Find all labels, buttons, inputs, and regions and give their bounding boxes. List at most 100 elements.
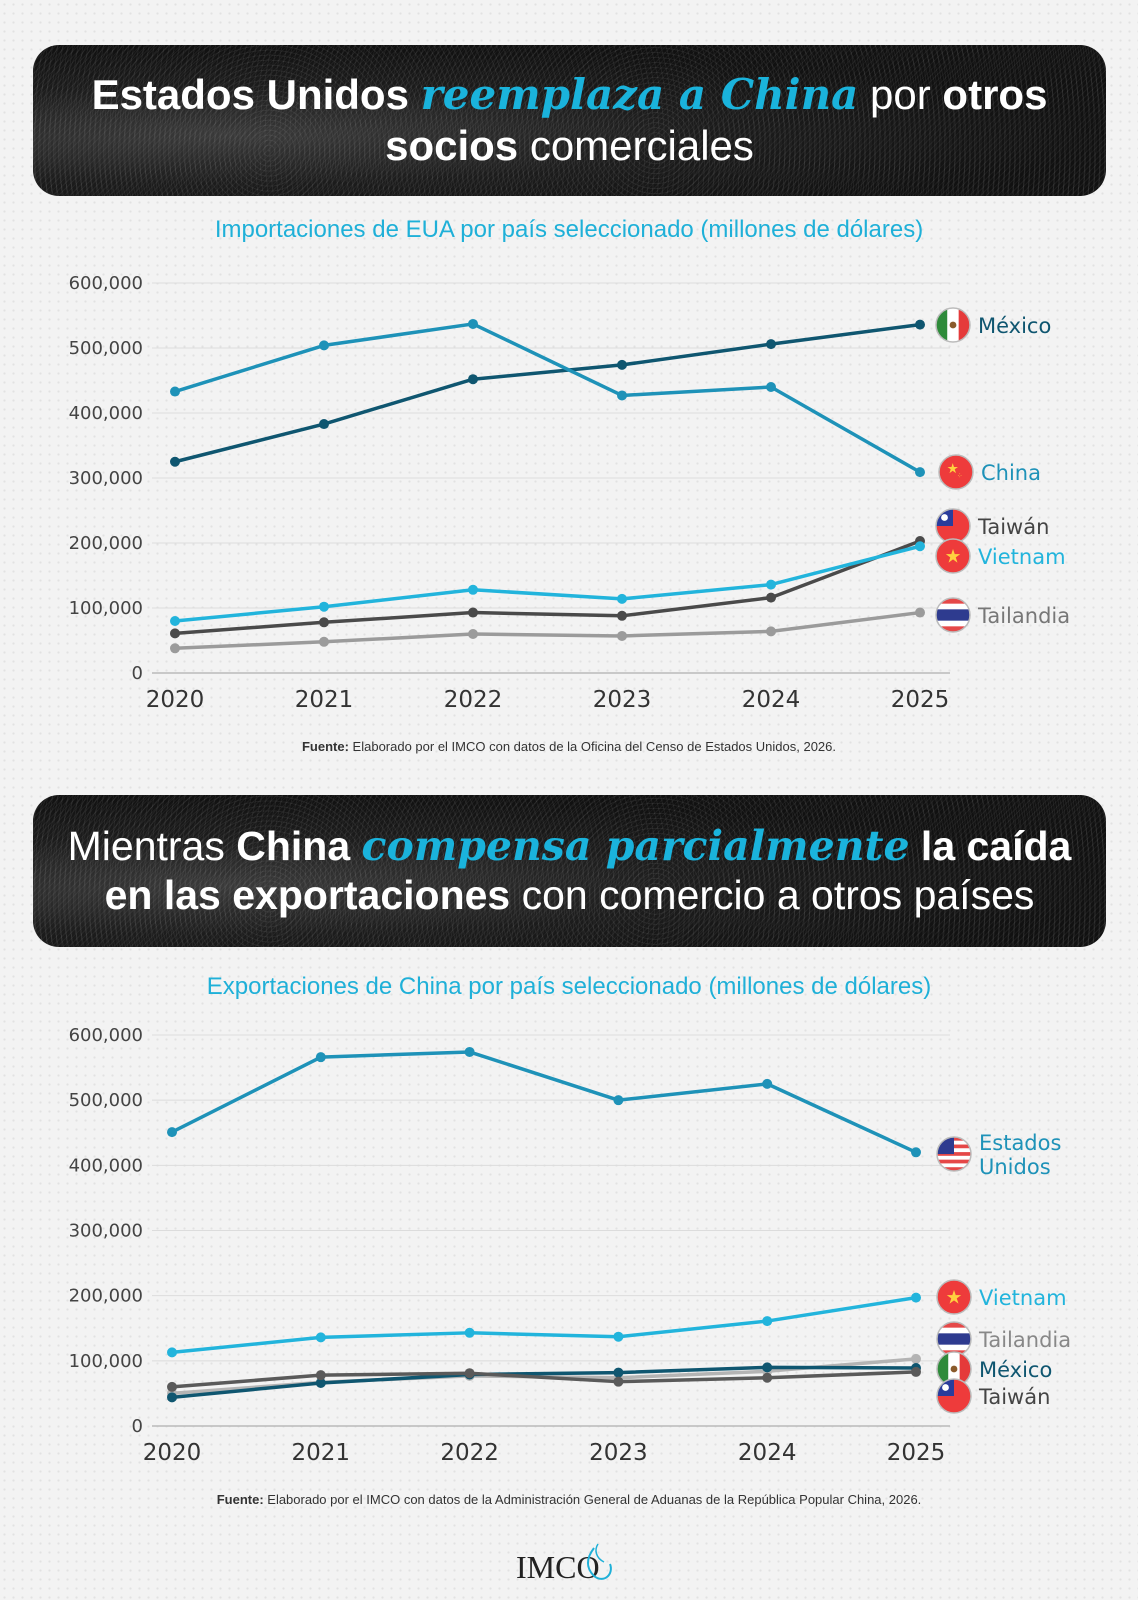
headline-2-part: con comercio a otros países [510,872,1035,918]
taiwan-flag-icon [935,508,971,544]
series-line [174,322,921,464]
y-tick-label: 500,000 [69,1090,143,1111]
data-point [468,374,478,385]
data-point [613,1376,624,1387]
svg-text:★: ★ [946,1287,963,1308]
y-tick-label: 500,000 [69,338,143,359]
series-line [171,1365,917,1400]
taiwan-flag-icon [936,1378,972,1414]
series-line [174,610,921,651]
data-point [617,610,627,621]
data-point [170,456,180,467]
data-point [762,1372,773,1383]
imco-logo: IMCO [0,1540,1138,1586]
data-point [315,1377,326,1388]
series-vietnam [167,1292,921,1358]
legend-text: Vietnam [979,1286,1067,1310]
headline-2-part: China [236,822,362,869]
legend-label: Taiwán [935,508,1049,544]
series-taiwán [167,1366,921,1392]
data-point [766,339,776,350]
y-tick-label: 200,000 [69,1286,143,1307]
y-tick-label: 300,000 [69,468,143,489]
thailand-flag-icon [936,1321,972,1357]
legend-text: Estados [979,1131,1061,1155]
data-point [167,1392,177,1403]
data-point [170,616,180,626]
data-point [762,1078,773,1089]
legend-text: Taiwán [978,1385,1050,1409]
data-point [464,1046,475,1057]
legend-label: Tailandia [935,597,1070,633]
data-point [468,607,478,618]
legend-label: ★ Vietnam [936,1279,1067,1315]
headline-1-part: otros [942,71,1048,119]
china-flag-icon: ★⁘ [938,454,974,490]
headline-1-part: Estados Unidos [91,71,421,119]
data-point [315,1332,326,1343]
data-point [617,390,627,401]
headline-2-highlight: compensa parcialmente [361,821,910,870]
imco-logo-icon: IMCO [516,1543,612,1585]
x-tick-label: 2020 [146,687,205,713]
headline-2-line-2: en las exportaciones con comercio a otro… [105,871,1035,920]
legend-label: ★⁘ China [938,454,1041,490]
series-estados-unidos [167,1046,921,1158]
series-vietnam [170,541,925,626]
data-point [167,1381,177,1392]
data-point [617,359,627,370]
x-tick-label: 2023 [589,1440,648,1466]
data-point [170,628,180,639]
x-tick-label: 2022 [440,1440,499,1466]
data-point [319,419,329,430]
data-point [464,1327,475,1338]
headline-1-line-2: socios comerciales [385,121,754,171]
y-tick-label: 200,000 [69,533,143,554]
headline-banner-2: Mientras China compensa parcialmente la … [33,795,1106,947]
data-point [915,541,925,552]
data-point [766,626,776,637]
legend-text: Vietnam [978,545,1066,569]
headline-2-line-1: Mientras China compensa parcialmente la … [68,822,1072,871]
data-point [468,318,478,329]
data-point [468,629,478,639]
vietnam-flag-icon: ★ [935,538,971,574]
data-point [170,386,180,397]
y-tick-label: 0 [132,1416,143,1437]
data-point [762,1316,773,1327]
data-point [911,1366,921,1377]
data-point [319,617,329,628]
data-point [167,1127,177,1138]
usa-flag-icon [936,1136,972,1172]
data-point [319,636,329,647]
logo-text: IMCO [516,1549,600,1585]
series-china [170,318,925,478]
legend-label: Taiwán [936,1378,1050,1414]
y-tick-label: 100,000 [69,598,143,619]
data-point [613,1095,624,1106]
chart-2-title: Exportaciones de China por país seleccio… [206,973,932,1000]
data-point [766,592,776,603]
data-point [911,1147,921,1158]
svg-text:★: ★ [945,546,962,567]
x-tick-label: 2021 [292,1440,351,1466]
legend-text: China [981,461,1041,485]
x-tick-label: 2021 [295,687,354,713]
legend-text: Tailandia [978,1328,1071,1352]
data-point [915,467,925,478]
data-point [319,601,329,612]
data-point [167,1347,177,1358]
data-point [315,1370,326,1381]
series-méxico [167,1362,921,1403]
data-point [468,584,478,595]
data-point [617,630,627,641]
x-tick-label: 2025 [887,1440,946,1466]
legend-text: México [979,1358,1052,1382]
headline-1-part: por [858,71,943,119]
legend-label: ★ Vietnam [935,538,1066,574]
chart-2-source: Fuente: Elaborado por el IMCO con datos … [0,1492,1138,1507]
series-line [174,539,921,636]
legend-text: México [978,314,1051,338]
data-point [613,1367,624,1378]
